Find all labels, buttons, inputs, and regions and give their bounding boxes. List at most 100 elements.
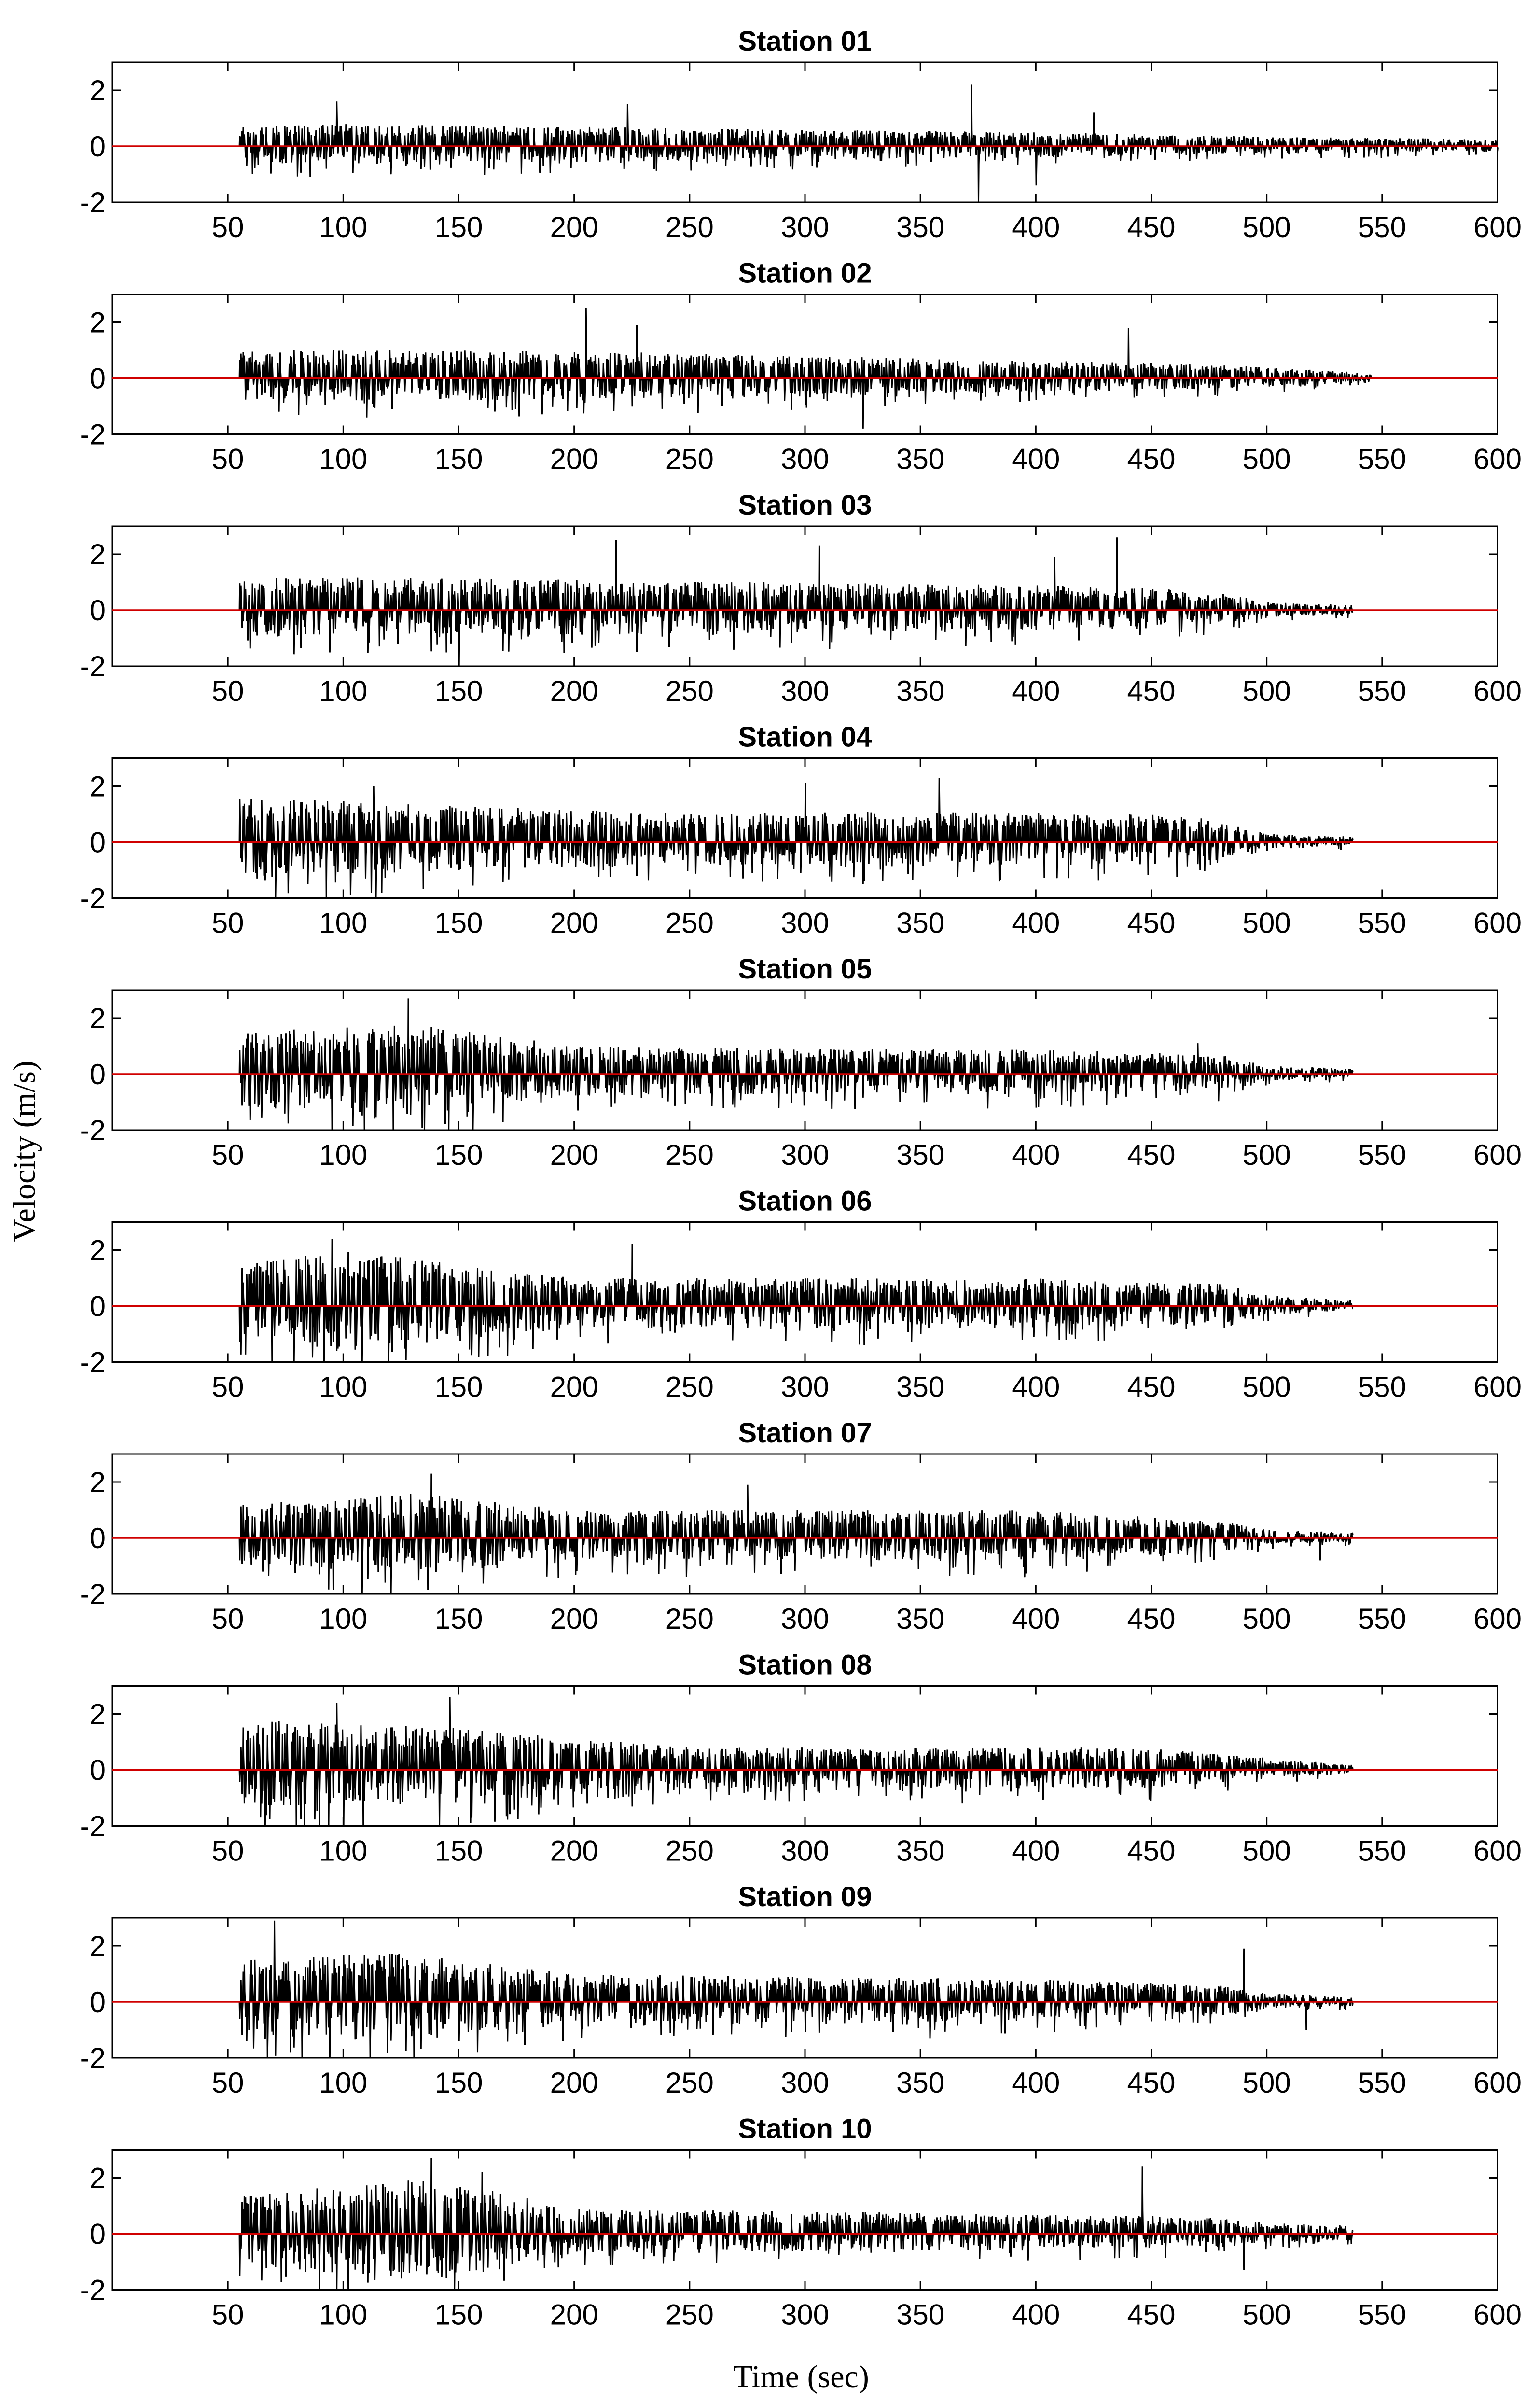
y-tick-label: 2 [90, 1466, 106, 1498]
panel-title: Station 09 [738, 1881, 872, 1913]
x-tick-label: 50 [212, 1603, 244, 1635]
velocity-trace [238, 1920, 1354, 2058]
x-tick-label: 100 [319, 675, 367, 707]
x-tick-label: 600 [1473, 907, 1522, 939]
x-tick-label: 150 [434, 443, 483, 475]
y-tick-label: -2 [80, 2274, 106, 2306]
panel-title: Station 02 [738, 258, 872, 289]
x-tick-label: 500 [1243, 907, 1291, 939]
x-tick-label: 300 [781, 1371, 829, 1403]
x-tick-label: 450 [1127, 675, 1175, 707]
x-tick-label: 550 [1358, 2067, 1406, 2099]
x-tick-label: 350 [896, 2067, 944, 2099]
x-tick-label: 550 [1358, 211, 1406, 243]
y-tick-label: 2 [90, 538, 106, 571]
x-tick-label: 100 [319, 443, 367, 475]
x-tick-label: 50 [212, 2299, 244, 2331]
x-tick-label: 250 [666, 2299, 714, 2331]
y-tick-label: 0 [90, 130, 106, 163]
x-tick-label: 400 [1012, 907, 1060, 939]
y-tick-label: 2 [90, 2162, 106, 2194]
x-tick-label: 600 [1473, 675, 1522, 707]
x-tick-label: 200 [550, 907, 598, 939]
x-tick-label: 550 [1358, 1835, 1406, 1867]
y-tick-label: -2 [80, 650, 106, 683]
velocity-trace [238, 308, 1372, 429]
x-tick-label: 250 [666, 443, 714, 475]
x-tick-label: 400 [1012, 1603, 1060, 1635]
x-tick-label: 550 [1358, 907, 1406, 939]
x-tick-label: 600 [1473, 443, 1522, 475]
x-tick-label: 100 [319, 1603, 367, 1635]
y-tick-label: -2 [80, 1578, 106, 1610]
x-tick-label: 250 [666, 1835, 714, 1867]
y-tick-label: 2 [90, 1234, 106, 1267]
x-tick-label: 250 [666, 1603, 714, 1635]
x-tick-label: 100 [319, 2299, 367, 2331]
panel-title: Station 07 [738, 1417, 872, 1449]
x-tick-label: 350 [896, 1139, 944, 1171]
velocity-trace [238, 998, 1354, 1131]
x-tick-label: 600 [1473, 2067, 1522, 2099]
x-tick-label: 50 [212, 211, 244, 243]
x-tick-label: 200 [550, 2067, 598, 2099]
x-tick-label: 400 [1012, 1835, 1060, 1867]
x-tick-label: 600 [1473, 1603, 1522, 1635]
x-tick-label: 200 [550, 2299, 598, 2331]
x-tick-label: 150 [434, 1603, 483, 1635]
x-tick-label: 350 [896, 2299, 944, 2331]
x-tick-label: 250 [666, 211, 714, 243]
x-tick-label: 250 [666, 675, 714, 707]
x-tick-label: 50 [212, 907, 244, 939]
y-tick-label: 2 [90, 1698, 106, 1731]
x-tick-label: 100 [319, 2067, 367, 2099]
x-tick-label: 250 [666, 1139, 714, 1171]
y-tick-label: 0 [90, 1754, 106, 1787]
x-tick-label: 550 [1358, 1603, 1406, 1635]
x-tick-label: 150 [434, 211, 483, 243]
velocity-trace [238, 778, 1354, 898]
y-tick-label: -2 [80, 1810, 106, 1843]
velocity-trace [238, 2158, 1354, 2290]
x-tick-label: 300 [781, 443, 829, 475]
x-tick-label: 200 [550, 1835, 598, 1867]
x-tick-label: 600 [1473, 211, 1522, 243]
x-tick-label: 450 [1127, 1139, 1175, 1171]
panel-title: Station 06 [738, 1186, 872, 1217]
x-tick-label: 500 [1243, 1371, 1291, 1403]
x-tick-label: 300 [781, 2067, 829, 2099]
x-tick-label: 200 [550, 443, 598, 475]
y-tick-label: 0 [90, 363, 106, 395]
x-tick-label: 550 [1358, 675, 1406, 707]
y-tick-label: 2 [90, 1930, 106, 1962]
x-tick-label: 300 [781, 1603, 829, 1635]
x-tick-label: 550 [1358, 1139, 1406, 1171]
panel-title: Station 03 [738, 489, 872, 521]
x-tick-label: 100 [319, 1139, 367, 1171]
x-tick-label: 50 [212, 443, 244, 475]
x-tick-label: 300 [781, 907, 829, 939]
y-tick-label: 0 [90, 1290, 106, 1323]
x-tick-label: 550 [1358, 1371, 1406, 1403]
x-tick-label: 100 [319, 1371, 367, 1403]
x-tick-label: 600 [1473, 1371, 1522, 1403]
x-tick-label: 50 [212, 675, 244, 707]
y-tick-label: 2 [90, 1002, 106, 1034]
x-tick-label: 250 [666, 2067, 714, 2099]
x-tick-label: 300 [781, 2299, 829, 2331]
x-tick-label: 300 [781, 211, 829, 243]
x-tick-label: 150 [434, 907, 483, 939]
x-tick-label: 350 [896, 675, 944, 707]
y-tick-label: 2 [90, 74, 106, 107]
x-tick-label: 550 [1358, 2299, 1406, 2331]
x-tick-label: 400 [1012, 1371, 1060, 1403]
x-tick-label: 250 [666, 1371, 714, 1403]
y-tick-label: 0 [90, 1522, 106, 1554]
x-tick-label: 600 [1473, 2299, 1522, 2331]
